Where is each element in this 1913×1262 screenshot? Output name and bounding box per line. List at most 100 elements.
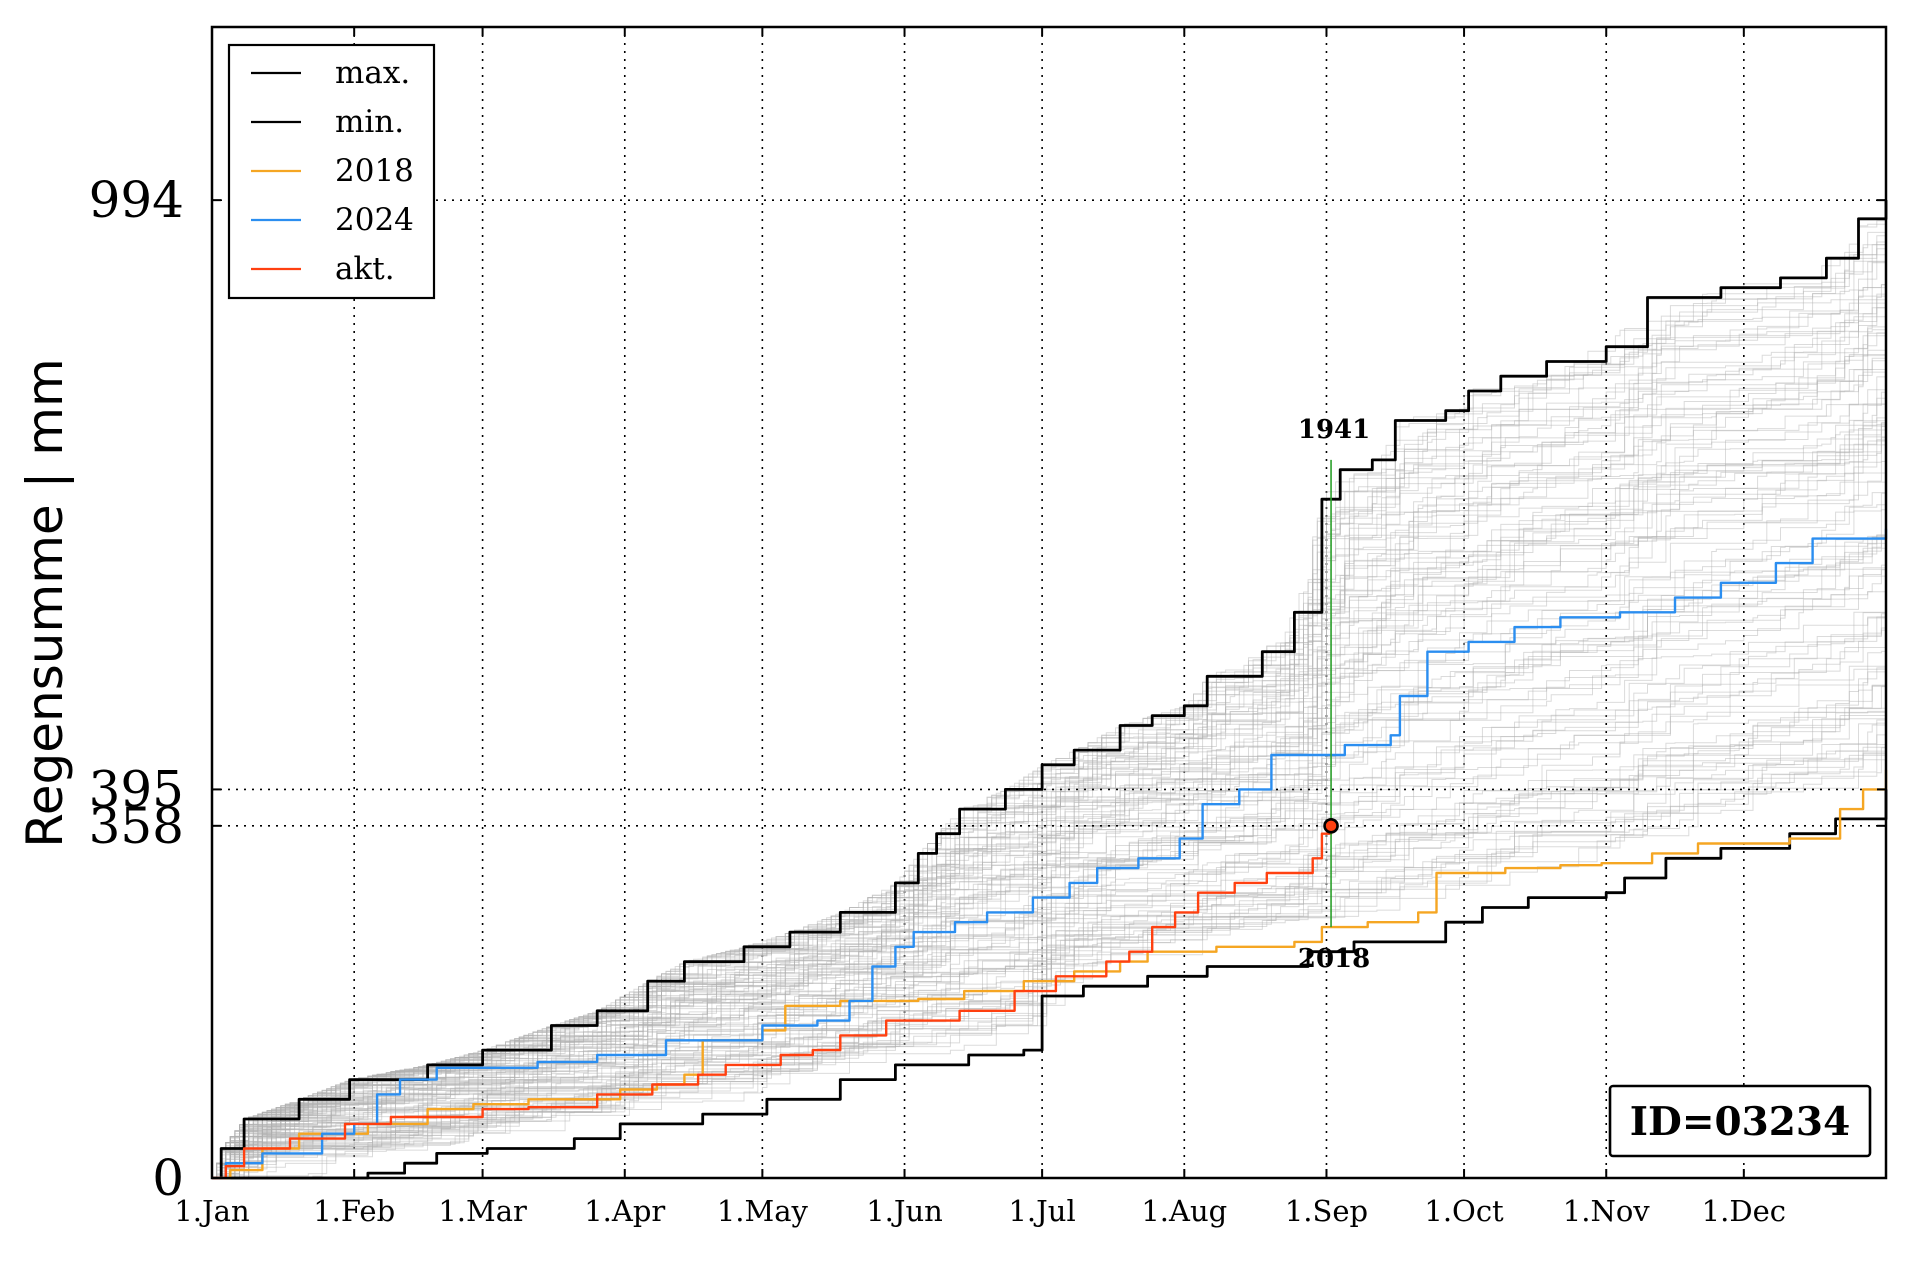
background-year-line bbox=[212, 417, 1887, 1179]
background-year-line bbox=[212, 671, 1886, 1179]
background-year-line bbox=[212, 422, 1886, 1179]
legend-label: akt. bbox=[335, 251, 395, 287]
background-year-line bbox=[212, 389, 1887, 1179]
background-year-line bbox=[212, 711, 1886, 1179]
plot-background bbox=[212, 27, 1886, 1178]
background-year-line bbox=[212, 295, 1886, 1179]
background-year-line bbox=[212, 616, 1886, 1179]
x-tick-label: 1.Apr bbox=[584, 1194, 665, 1228]
series-line-min bbox=[212, 789, 1888, 1180]
y-tick-label: 994 bbox=[89, 171, 184, 229]
background-year-line bbox=[212, 665, 1886, 1179]
id-box-frame bbox=[1608, 1084, 1872, 1158]
x-tick-label: 1.Aug bbox=[1141, 1194, 1227, 1228]
id-box-label: ID=03234 bbox=[1630, 1099, 1850, 1145]
background-year-line bbox=[212, 685, 1886, 1179]
background-year-line bbox=[212, 211, 1887, 1179]
background-year-line bbox=[212, 492, 1886, 1179]
background-year-line bbox=[212, 737, 1887, 1179]
background-year-line bbox=[212, 545, 1887, 1179]
background-year-line bbox=[212, 517, 1887, 1179]
legend-label: 2018 bbox=[335, 153, 414, 189]
x-tick-label: 1.Oct bbox=[1424, 1194, 1504, 1228]
background-year-line bbox=[212, 613, 1886, 1179]
background-year-line bbox=[212, 677, 1887, 1179]
y-tick-label: 395 bbox=[89, 760, 184, 818]
background-year-line bbox=[212, 248, 1886, 1179]
legend-label: min. bbox=[335, 104, 404, 140]
x-tick-label: 1.Feb bbox=[313, 1194, 395, 1228]
background-year-line bbox=[212, 417, 1886, 1179]
background-year-line bbox=[212, 503, 1887, 1179]
x-tick-label: 1.Jan bbox=[174, 1194, 249, 1228]
background-year-line bbox=[212, 567, 1886, 1179]
background-year-line bbox=[212, 684, 1887, 1179]
background-year-line bbox=[212, 262, 1886, 1179]
y-tick-label: 358 bbox=[89, 797, 184, 855]
background-year-line bbox=[212, 461, 1887, 1179]
background-year-line bbox=[212, 208, 1887, 1179]
background-year-line bbox=[212, 391, 1886, 1179]
background-year-line bbox=[212, 487, 1887, 1179]
background-year-line bbox=[212, 744, 1886, 1179]
x-tick-label: 1.May bbox=[717, 1194, 809, 1228]
x-tick-label: 1.Sep bbox=[1285, 1194, 1368, 1228]
background-year-line bbox=[212, 397, 1886, 1179]
background-year-line bbox=[212, 284, 1887, 1179]
background-year-line bbox=[212, 418, 1887, 1179]
background-year-line bbox=[212, 747, 1886, 1179]
id-box: ID=03234 bbox=[1608, 1084, 1872, 1158]
background-year-line bbox=[212, 284, 1886, 1179]
background-year-line bbox=[212, 254, 1886, 1179]
background-year-line bbox=[212, 734, 1886, 1179]
x-tick-label: 1.Jul bbox=[1008, 1194, 1075, 1228]
background-year-line bbox=[212, 335, 1887, 1179]
background-year-line bbox=[212, 738, 1887, 1179]
background-year-line bbox=[212, 402, 1887, 1179]
background-year-line bbox=[212, 341, 1887, 1179]
x-tick-label: 1.Mar bbox=[438, 1194, 527, 1228]
background-year-line bbox=[212, 435, 1887, 1179]
background-year-line bbox=[212, 260, 1886, 1179]
background-year-line bbox=[212, 369, 1887, 1179]
axis-layer: 1.Jan 1.Feb 1.Mar 1.Apr 1.May 1.Jun 1.Jul 1.Aug… bbox=[89, 27, 1886, 1228]
background-year-line bbox=[212, 307, 1886, 1179]
background-year-line bbox=[212, 290, 1887, 1179]
background-year-line bbox=[212, 752, 1886, 1179]
background-year-line bbox=[212, 719, 1886, 1179]
background-year-line bbox=[212, 260, 1887, 1179]
legend-label: max. bbox=[335, 55, 410, 91]
background-year-line bbox=[212, 371, 1886, 1179]
annotation-label: 2018 bbox=[1298, 944, 1370, 974]
background-year-line bbox=[212, 701, 1887, 1179]
background-year-line bbox=[212, 488, 1887, 1179]
background-year-line bbox=[212, 422, 1886, 1179]
series-line-2024 bbox=[212, 528, 1888, 1180]
y-tick-label: 0 bbox=[152, 1149, 184, 1207]
legend: max. min. 2018 2024 akt. bbox=[227, 43, 436, 300]
background-year-line bbox=[212, 394, 1887, 1179]
background-year-line bbox=[212, 357, 1886, 1179]
background-year-line bbox=[212, 322, 1887, 1179]
background-year-line bbox=[212, 527, 1887, 1179]
background-year-line bbox=[212, 591, 1886, 1179]
background-year-line bbox=[212, 309, 1887, 1179]
x-tick-label: 1.Nov bbox=[1563, 1194, 1651, 1228]
background-year-line bbox=[212, 724, 1886, 1179]
background-year-line bbox=[212, 746, 1886, 1179]
background-year-line bbox=[212, 332, 1886, 1179]
background-year-line bbox=[212, 614, 1887, 1179]
background-year-line bbox=[212, 616, 1886, 1179]
background-year-line bbox=[212, 667, 1886, 1179]
background-year-line bbox=[212, 293, 1886, 1179]
marker-layer: 1941 2018 bbox=[1298, 415, 1370, 974]
background-year-line bbox=[212, 254, 1887, 1179]
background-year-line bbox=[212, 718, 1886, 1179]
background-year-line bbox=[212, 547, 1886, 1179]
background-year-line bbox=[212, 616, 1887, 1179]
background-year-line bbox=[212, 537, 1886, 1179]
series-layer bbox=[212, 200, 1888, 1180]
series-line-2018 bbox=[212, 769, 1888, 1180]
x-tick-label: 1.Dec bbox=[1702, 1194, 1786, 1228]
